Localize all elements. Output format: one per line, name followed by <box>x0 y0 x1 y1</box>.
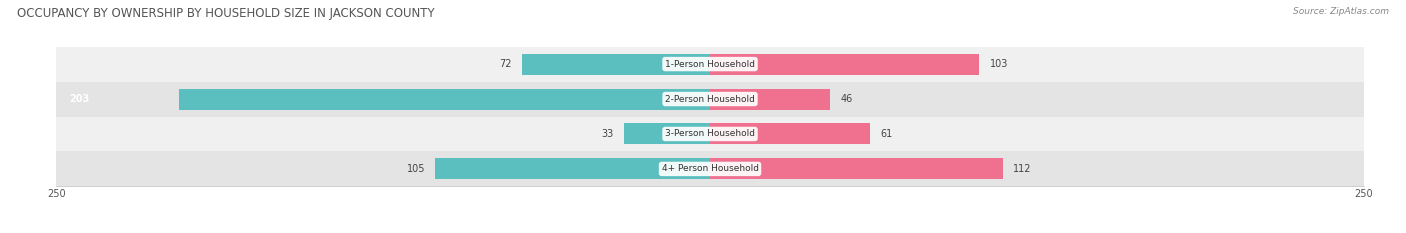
Text: 103: 103 <box>990 59 1008 69</box>
Bar <box>522 54 710 75</box>
Text: 2-Person Household: 2-Person Household <box>665 95 755 103</box>
Bar <box>710 54 980 75</box>
Bar <box>56 151 1364 186</box>
Text: 61: 61 <box>880 129 893 139</box>
Text: 46: 46 <box>841 94 853 104</box>
Bar <box>710 89 831 110</box>
Text: Source: ZipAtlas.com: Source: ZipAtlas.com <box>1294 7 1389 16</box>
Text: 112: 112 <box>1014 164 1032 174</box>
Text: 203: 203 <box>69 94 90 104</box>
Bar <box>56 116 1364 151</box>
Text: 33: 33 <box>600 129 613 139</box>
Text: 3-Person Household: 3-Person Household <box>665 130 755 138</box>
Bar <box>436 158 710 179</box>
Bar <box>710 123 869 144</box>
Bar <box>56 47 1364 82</box>
Text: 72: 72 <box>499 59 512 69</box>
Text: OCCUPANCY BY OWNERSHIP BY HOUSEHOLD SIZE IN JACKSON COUNTY: OCCUPANCY BY OWNERSHIP BY HOUSEHOLD SIZE… <box>17 7 434 20</box>
Bar <box>624 123 710 144</box>
Text: 105: 105 <box>406 164 425 174</box>
Bar <box>56 82 1364 116</box>
Bar <box>710 158 1002 179</box>
Text: 4+ Person Household: 4+ Person Household <box>662 164 758 173</box>
Bar <box>179 89 710 110</box>
Text: 1-Person Household: 1-Person Household <box>665 60 755 69</box>
